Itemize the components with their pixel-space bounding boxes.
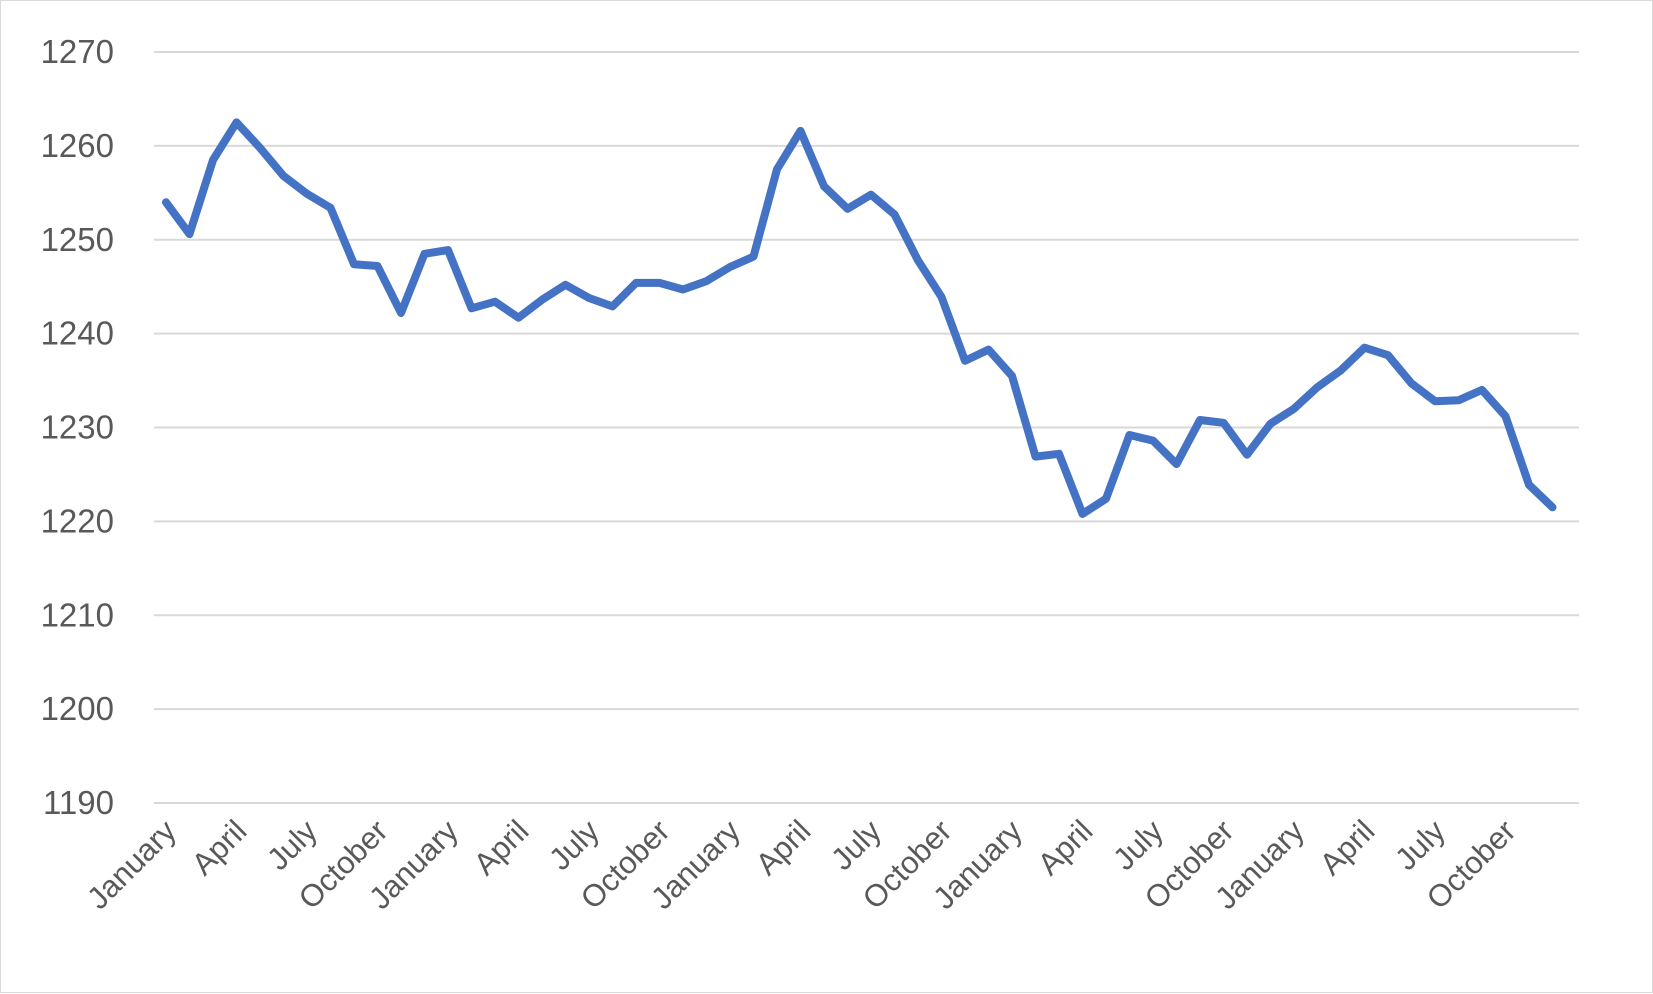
data-point [870,193,872,196]
data-point [893,213,896,216]
y-axis-tick-labels: 1190 1200 1210 1220 1230 1240 1250 1260 1270 [41,33,114,821]
data-point [235,121,238,124]
data-point [1081,512,1084,515]
y-tick-label: 1250 [41,221,114,258]
data-point [1293,407,1295,410]
data-point [212,158,214,161]
data-point [1410,382,1413,385]
y-tick-label: 1190 [43,784,114,821]
data-point [423,252,426,255]
data-point [1222,421,1225,424]
data-point [799,129,802,132]
data-point [1316,386,1319,389]
data-point [1269,422,1272,425]
data-point [917,259,919,262]
x-tick-label: April [1031,813,1100,882]
data-point [964,359,966,362]
data-point [376,265,379,268]
data-point [1034,455,1037,458]
data-point [635,281,637,284]
data-point [705,280,708,283]
y-tick-label: 1210 [41,596,114,633]
data-point [188,233,191,236]
data-point [282,174,285,177]
data-point [165,201,167,204]
data-point [259,146,261,149]
data-point [494,300,496,303]
data-point [1434,400,1436,403]
data-point [729,265,731,268]
data-point [846,207,849,210]
y-tick-label: 1220 [41,502,114,539]
data-point [1175,463,1178,466]
data-point [329,206,332,209]
data-point [1528,483,1530,486]
data-point [353,263,355,266]
data-point [1199,418,1201,421]
data-point [1128,434,1131,437]
y-tick-label: 1230 [41,409,114,446]
data-point [400,311,402,314]
data-point [517,316,520,319]
data-point [823,185,825,188]
y-tick-label: 1200 [41,690,114,727]
series-line [162,118,1557,518]
data-point [752,255,755,258]
data-point [1551,506,1554,509]
y-tick-label: 1260 [41,127,114,164]
y-tick-label: 1270 [41,33,114,70]
data-point [1105,497,1107,500]
data-point [1387,354,1389,357]
data-point [306,192,308,195]
data-point [1011,374,1013,377]
data-point [776,168,778,171]
data-point [1340,369,1342,372]
x-tick-label: April [467,813,536,882]
data-point [470,307,473,310]
data-point [1481,388,1483,391]
gridlines [154,51,1579,804]
data-point [682,288,684,291]
x-tick-label: April [1313,813,1382,882]
data-point [611,305,614,308]
data-point [1504,415,1507,418]
data-point [1246,453,1248,456]
data-point [1457,399,1460,402]
data-point [447,249,449,252]
series-layer [162,118,1557,518]
x-tick-label: April [185,813,254,882]
data-point [1152,439,1154,442]
data-point [987,348,990,351]
y-tick-label: 1240 [41,315,114,352]
data-point [1363,346,1366,349]
data-point [940,296,943,299]
data-point [588,296,590,299]
data-point [1058,452,1060,455]
data-point [564,283,567,286]
x-tick-label: April [749,813,818,882]
x-tick-label: January [80,813,183,916]
data-point [658,281,661,284]
data-point [541,298,543,301]
